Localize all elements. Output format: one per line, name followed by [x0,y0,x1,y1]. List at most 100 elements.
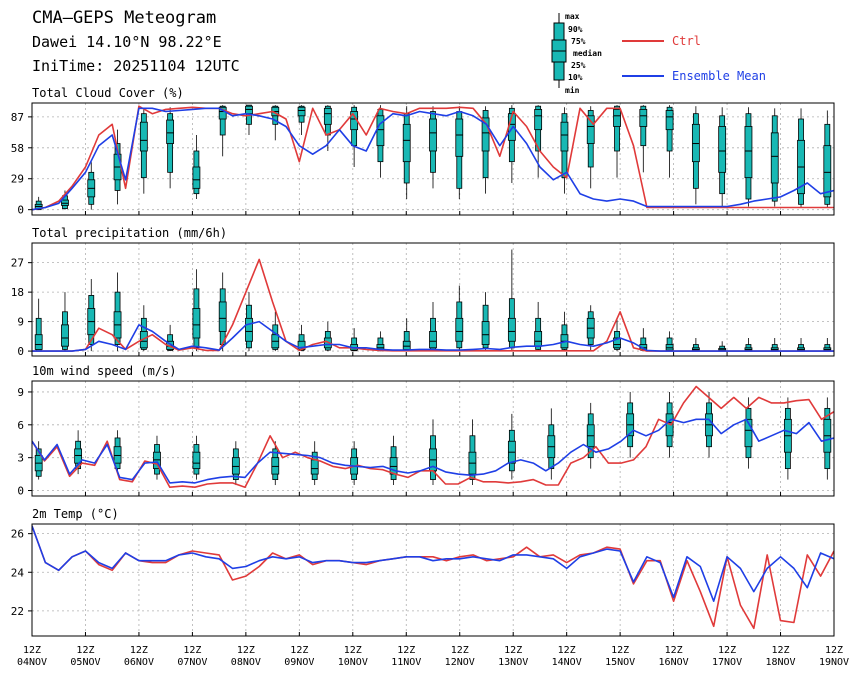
box-inner [718,126,727,173]
box-inner [402,340,411,350]
box-inner [744,418,753,448]
box-outer [219,105,226,136]
box-inner [153,451,161,470]
x-tick-label-hour: 12Z [130,645,148,656]
box-outer [614,105,620,152]
box-inner [192,308,201,339]
box-inner [691,123,700,163]
panel-title: 10m wind speed (m/s) [32,364,177,378]
x-tick-label-hour: 12Z [451,645,469,656]
y-tick-label: 6 [17,419,24,432]
y-tick-label: 87 [11,111,24,124]
y-tick-label: 9 [17,386,24,399]
box-inner [455,118,464,157]
x-tick-label-hour: 12Z [558,645,576,656]
box-inner [429,331,437,349]
box-inner [665,110,674,131]
box-inner [192,451,201,470]
box-inner [271,457,280,475]
x-tick-label-hour: 12Z [825,645,843,656]
legend: max 90% 75% median 25% 10% min Ctrl Ense… [551,12,766,95]
box-inner [534,109,543,131]
x-tick-label-hour: 12Z [344,645,362,656]
box-inner [297,106,306,117]
box-inner [613,337,621,349]
panel-frame [31,102,835,216]
y-tick-label: 0 [17,485,24,498]
x-tick-label-date: 06NOV [124,657,154,668]
x-tick-label-date: 16NOV [659,657,689,668]
box-inner [613,109,621,127]
ensemble-mean-line [32,107,834,211]
y-tick-label: 0 [17,204,24,217]
legend-label-p75: 75% [571,37,586,46]
box-inner [770,132,779,184]
location-label: Dawei 14.10°N 98.22°E [32,33,222,51]
init-time-label: IniTime: 20251104 12UTC [32,57,240,75]
box-inner [376,115,385,147]
ensemble-mean-line [32,418,834,484]
x-tick-label-hour: 12Z [23,645,41,656]
page-title: CMA—GEPS Meteogram [32,8,217,28]
legend-label-min: min [565,85,580,95]
box-inner [481,117,490,152]
box-inner [139,121,148,152]
panel-data [32,385,834,489]
legend-label-median: median [573,48,602,58]
box-inner [218,301,227,332]
ctrl-line [32,525,834,630]
box-inner [507,317,516,342]
y-tick-label: 29 [11,173,24,186]
box-inner [534,331,543,347]
box-inner [34,334,43,350]
box-inner [429,118,437,152]
x-tick-label-hour: 12Z [611,645,629,656]
panel-title: Total precipitation (mm/6h) [32,226,227,240]
y-tick-label: 26 [11,528,24,541]
box-inner [455,317,464,342]
y-tick-label: 9 [17,316,24,329]
x-tick-label-hour: 12Z [237,645,255,656]
box-inner [586,115,595,144]
x-tick-label-date: 05NOV [70,657,100,668]
x-tick-label-hour: 12Z [665,645,683,656]
panel-frame [31,523,835,637]
legend-label-p90: 90% [568,25,583,34]
panel-frame [31,242,835,357]
x-tick-label-date: 11NOV [391,657,421,668]
y-tick-label: 24 [11,566,25,579]
panel-1: Total precipitation (mm/6h) 0 9 18 27 [11,226,835,358]
box-inner [323,107,332,125]
x-tick-label-date: 14NOV [552,657,582,668]
legend-label-p10: 10% [568,73,583,82]
x-tick-label-date: 07NOV [177,657,207,668]
x-tick-label-date: 15NOV [605,657,635,668]
x-tick-label-date: 13NOV [498,657,528,668]
x-tick-label-hour: 12Z [76,645,94,656]
x-tick-label-date: 12NOV [445,657,475,668]
box-inner [310,459,319,475]
x-tick-label-hour: 12Z [183,645,201,656]
y-tick-label: 0 [17,345,24,358]
x-tick-label-hour: 12Z [504,645,522,656]
box-inner [61,199,69,206]
x-tick-label-date: 08NOV [231,657,261,668]
box-inner [61,324,69,347]
x-tick-label-hour: 12Z [718,645,736,656]
x-tick-label-hour: 12Z [772,645,790,656]
panel-3: 2m Temp (°C) 22 24 26 [11,507,835,637]
box-inner [231,457,240,475]
panel-0: Total Cloud Cover (%) 0 29 58 87 [11,86,835,217]
box-inner [245,317,253,342]
y-tick-label: 18 [11,286,24,299]
legend-ctrl-label: Ctrl [672,34,701,48]
panel-2: 10m wind speed (m/s) 0 3 6 9 [17,364,835,498]
ctrl-line [32,385,834,489]
legend-mean-label: Ensemble Mean [672,69,766,83]
x-tick-label-hour: 12Z [397,645,415,656]
box-inner [481,321,490,345]
y-tick-label: 58 [11,142,24,155]
legend-label-max: max [565,12,580,21]
panel-data [32,249,834,352]
